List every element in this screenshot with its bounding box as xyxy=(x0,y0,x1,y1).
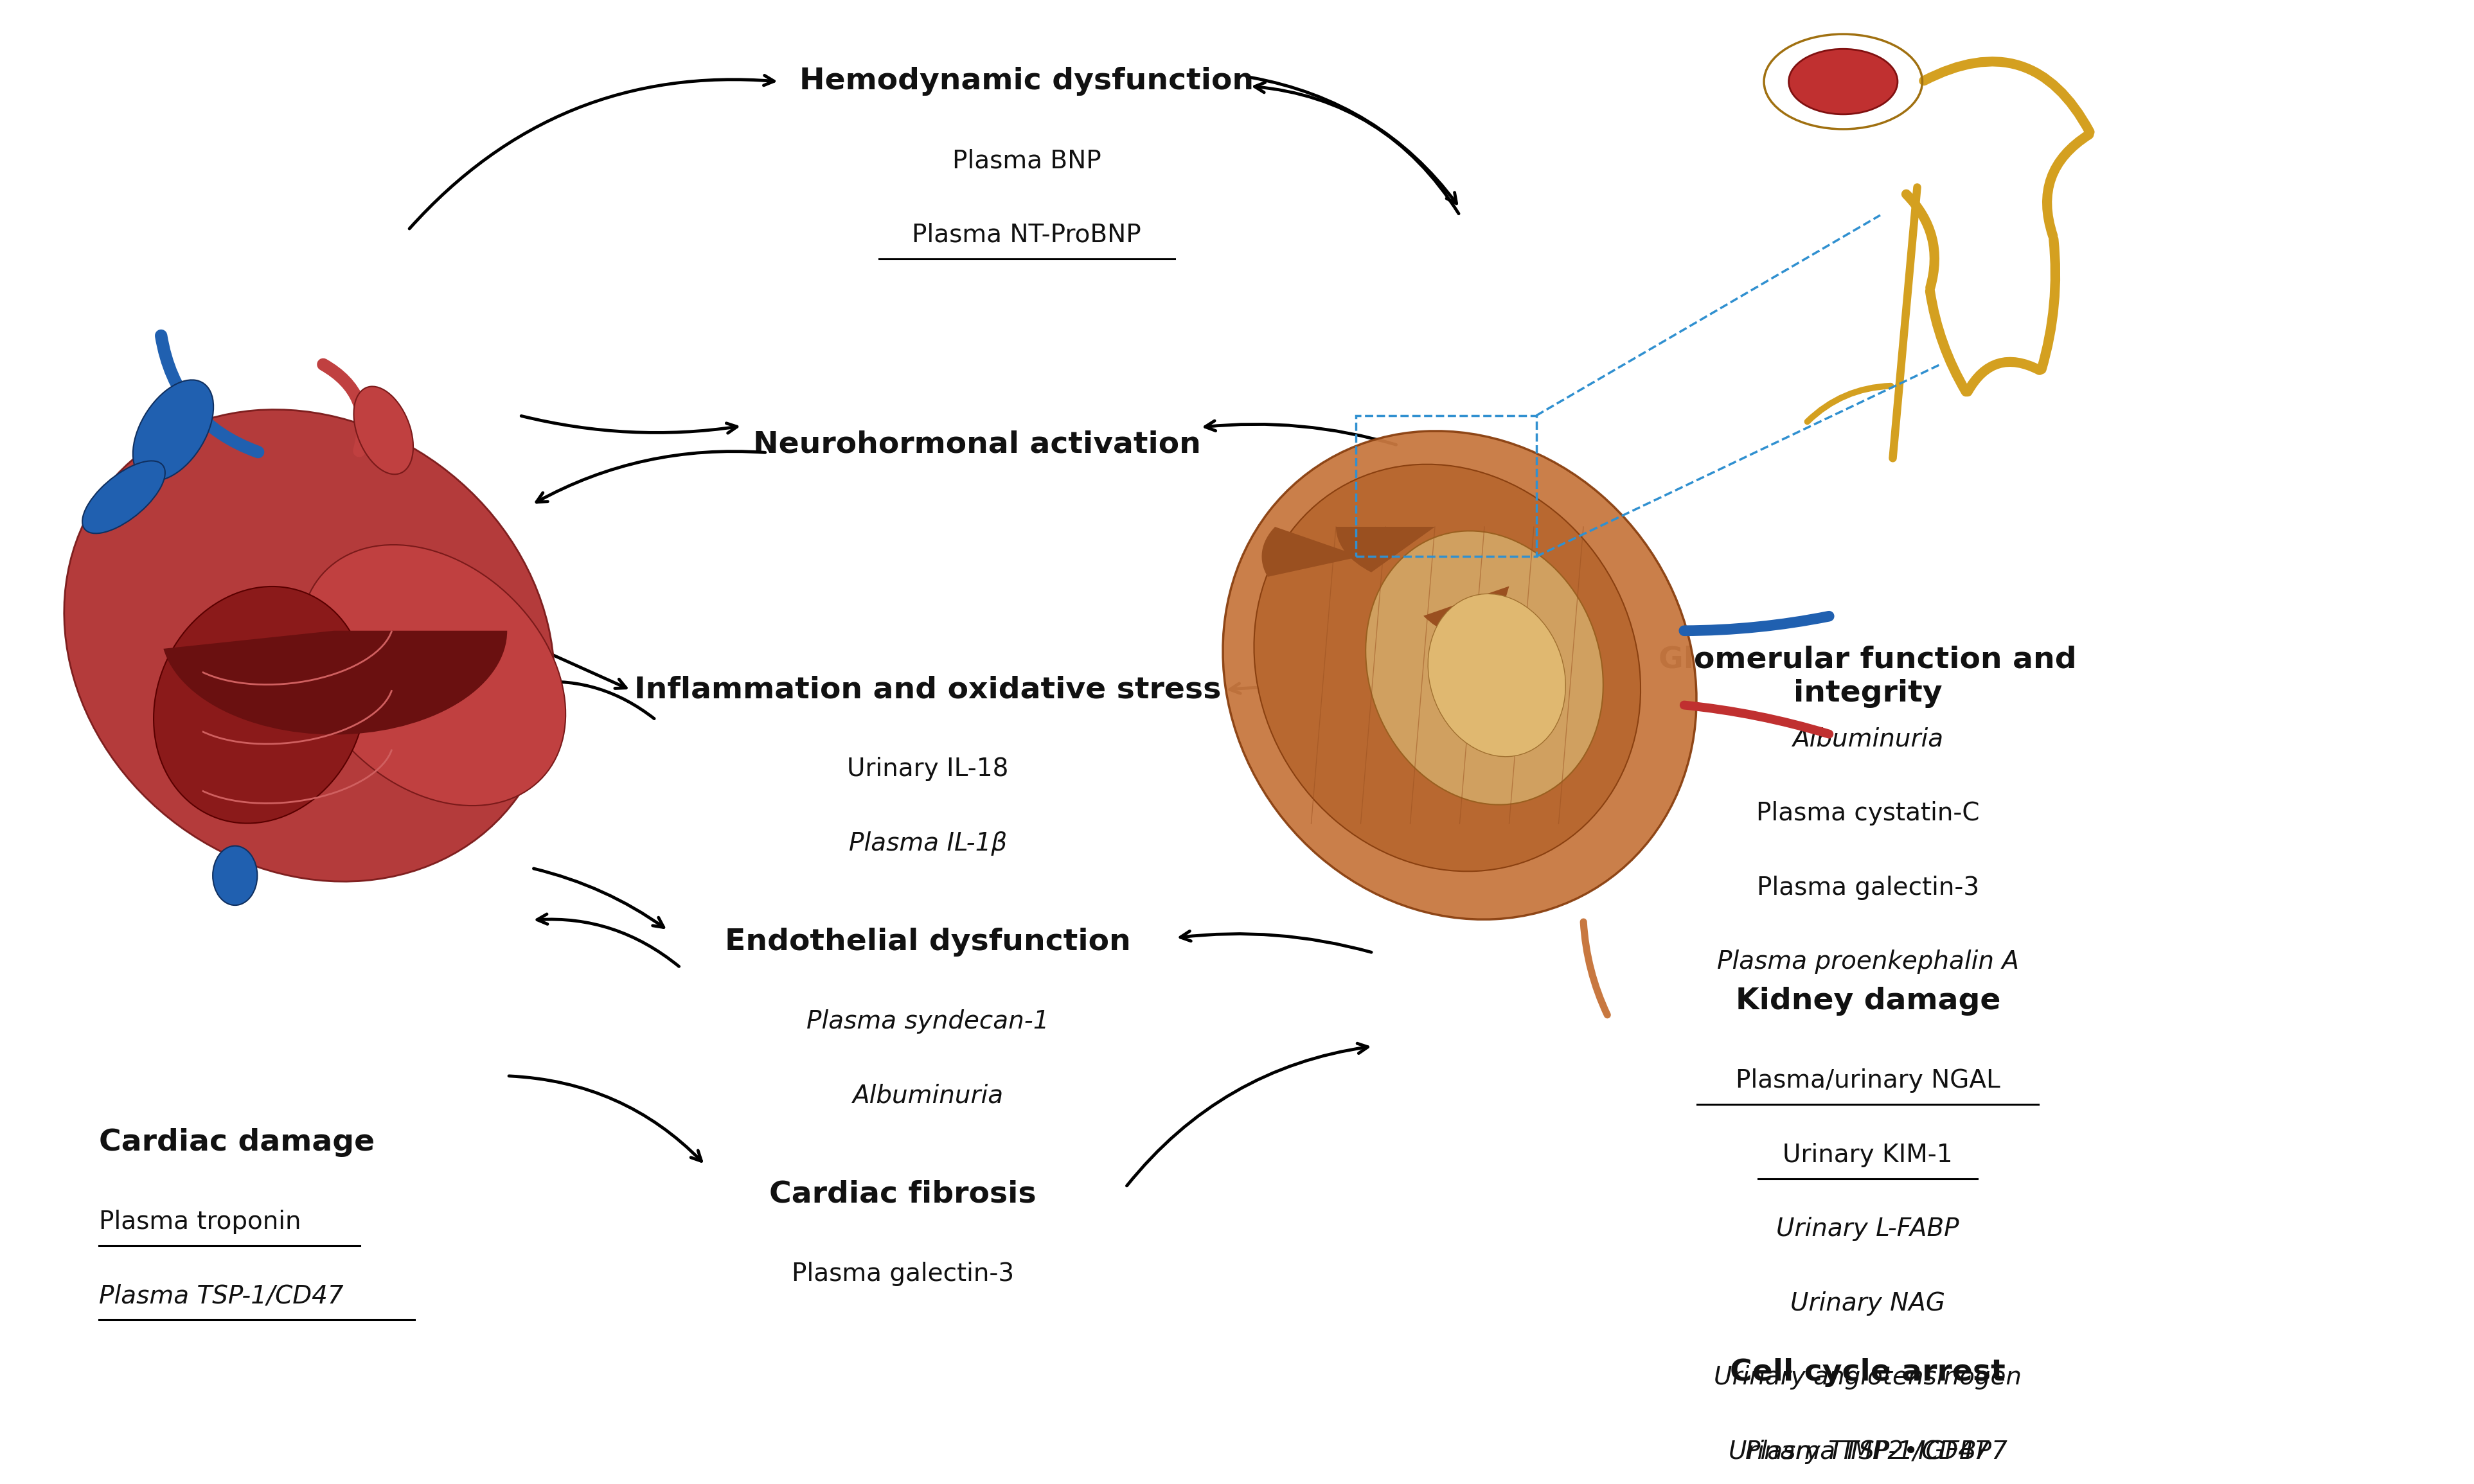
Text: Plasma NT-ProBNP: Plasma NT-ProBNP xyxy=(913,223,1141,246)
FancyArrowPatch shape xyxy=(161,335,257,453)
Wedge shape xyxy=(163,631,507,735)
Ellipse shape xyxy=(64,410,554,881)
Text: Cardiac fibrosis: Cardiac fibrosis xyxy=(769,1180,1037,1208)
Text: Urinary KIM-1: Urinary KIM-1 xyxy=(1784,1143,1952,1166)
Ellipse shape xyxy=(153,586,366,824)
Text: Urinary IL-18: Urinary IL-18 xyxy=(846,757,1009,781)
Ellipse shape xyxy=(134,380,213,481)
Text: Plasma cystatin-C: Plasma cystatin-C xyxy=(1757,801,1979,825)
Ellipse shape xyxy=(1222,430,1697,920)
Text: Inflammation and oxidative stress: Inflammation and oxidative stress xyxy=(633,675,1222,703)
Text: Plasma syndecan-1: Plasma syndecan-1 xyxy=(807,1009,1049,1033)
Text: Urinary L-FABP: Urinary L-FABP xyxy=(1776,1217,1959,1241)
Text: Urinary TIMP2•IGFBP7: Urinary TIMP2•IGFBP7 xyxy=(1729,1439,2006,1463)
Ellipse shape xyxy=(82,462,166,533)
FancyArrowPatch shape xyxy=(1925,61,2091,132)
FancyArrowPatch shape xyxy=(1583,922,1608,1015)
FancyArrowPatch shape xyxy=(1685,705,1828,735)
Text: Kidney damage: Kidney damage xyxy=(1734,987,2001,1015)
Text: Hemodynamic dysfunction: Hemodynamic dysfunction xyxy=(799,67,1254,95)
FancyArrowPatch shape xyxy=(1685,616,1828,631)
Wedge shape xyxy=(1336,527,1435,573)
Text: Plasma TSP-1/CD47: Plasma TSP-1/CD47 xyxy=(99,1284,344,1307)
Text: Cardiac damage: Cardiac damage xyxy=(99,1128,374,1156)
Ellipse shape xyxy=(1254,464,1640,871)
Text: Albuminuria: Albuminuria xyxy=(851,1083,1004,1107)
Bar xyxy=(1356,416,1536,556)
Text: Plasma IL-1β: Plasma IL-1β xyxy=(849,831,1007,855)
Text: Urinary angiotensinogen: Urinary angiotensinogen xyxy=(1714,1365,2021,1389)
Ellipse shape xyxy=(354,386,413,475)
FancyArrowPatch shape xyxy=(2046,135,2088,236)
Text: Plasma galectin-3: Plasma galectin-3 xyxy=(792,1261,1014,1285)
Text: Plasma proenkephalin A: Plasma proenkephalin A xyxy=(1717,950,2019,974)
FancyArrowPatch shape xyxy=(1808,386,1890,421)
Text: Plasma galectin-3: Plasma galectin-3 xyxy=(1757,876,1979,899)
Text: Neurohormonal activation: Neurohormonal activation xyxy=(752,430,1202,459)
Text: Plasma/urinary NGAL: Plasma/urinary NGAL xyxy=(1737,1068,1999,1092)
Text: Albuminuria: Albuminuria xyxy=(1791,727,1945,751)
Text: Urinary NAG: Urinary NAG xyxy=(1791,1291,1945,1315)
Circle shape xyxy=(1789,49,1898,114)
FancyArrowPatch shape xyxy=(324,365,364,451)
Text: Cell cycle arrest: Cell cycle arrest xyxy=(1729,1358,2006,1386)
Wedge shape xyxy=(1423,586,1509,644)
Text: Plasma TSP-1/CD47: Plasma TSP-1/CD47 xyxy=(1747,1439,1989,1463)
Text: Glomerular function and
integrity: Glomerular function and integrity xyxy=(1660,646,2076,708)
Ellipse shape xyxy=(213,846,257,905)
FancyArrowPatch shape xyxy=(1893,187,1917,459)
FancyArrowPatch shape xyxy=(2041,239,2056,370)
Ellipse shape xyxy=(299,545,567,806)
Ellipse shape xyxy=(1427,594,1566,757)
FancyArrowPatch shape xyxy=(1967,362,2039,392)
Text: Plasma troponin: Plasma troponin xyxy=(99,1209,302,1233)
FancyArrowPatch shape xyxy=(1930,291,1967,392)
Wedge shape xyxy=(1262,527,1361,577)
FancyArrowPatch shape xyxy=(1907,194,1935,288)
Ellipse shape xyxy=(1366,531,1603,804)
Text: Plasma BNP: Plasma BNP xyxy=(952,148,1101,172)
Text: Endothelial dysfunction: Endothelial dysfunction xyxy=(725,928,1131,956)
